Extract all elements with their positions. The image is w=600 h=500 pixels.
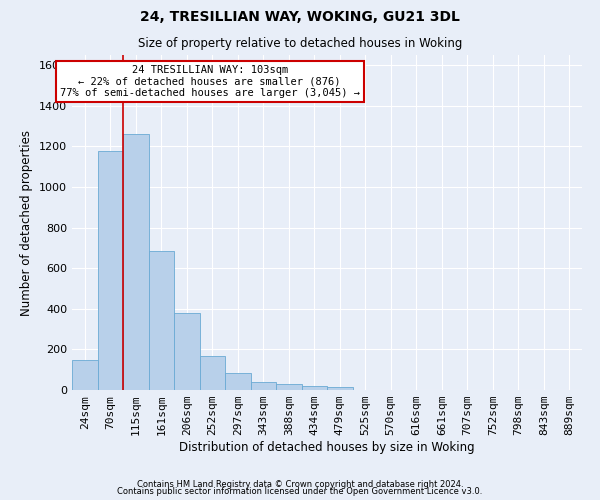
X-axis label: Distribution of detached houses by size in Woking: Distribution of detached houses by size … (179, 441, 475, 454)
Bar (123, 134, 149, 390)
Text: 24, TRESILLIAN WAY, WOKING, GU21 3DL: 24, TRESILLIAN WAY, WOKING, GU21 3DL (140, 10, 460, 24)
Bar (327, 387, 353, 390)
Bar (174, 314, 199, 390)
Bar (225, 373, 251, 390)
Bar (149, 252, 174, 390)
Text: Contains public sector information licensed under the Open Government Licence v3: Contains public sector information licen… (118, 488, 482, 496)
Bar (251, 382, 276, 390)
Bar (302, 386, 327, 390)
Bar (97, 152, 123, 390)
Bar (276, 384, 302, 390)
Y-axis label: Number of detached properties: Number of detached properties (20, 130, 34, 316)
Text: 24 TRESILLIAN WAY: 103sqm
← 22% of detached houses are smaller (876)
77% of semi: 24 TRESILLIAN WAY: 103sqm ← 22% of detac… (60, 65, 360, 98)
Text: Size of property relative to detached houses in Woking: Size of property relative to detached ho… (138, 38, 462, 51)
Text: Contains HM Land Registry data © Crown copyright and database right 2024.: Contains HM Land Registry data © Crown c… (137, 480, 463, 489)
Bar (72, 360, 97, 390)
Bar (199, 356, 225, 390)
